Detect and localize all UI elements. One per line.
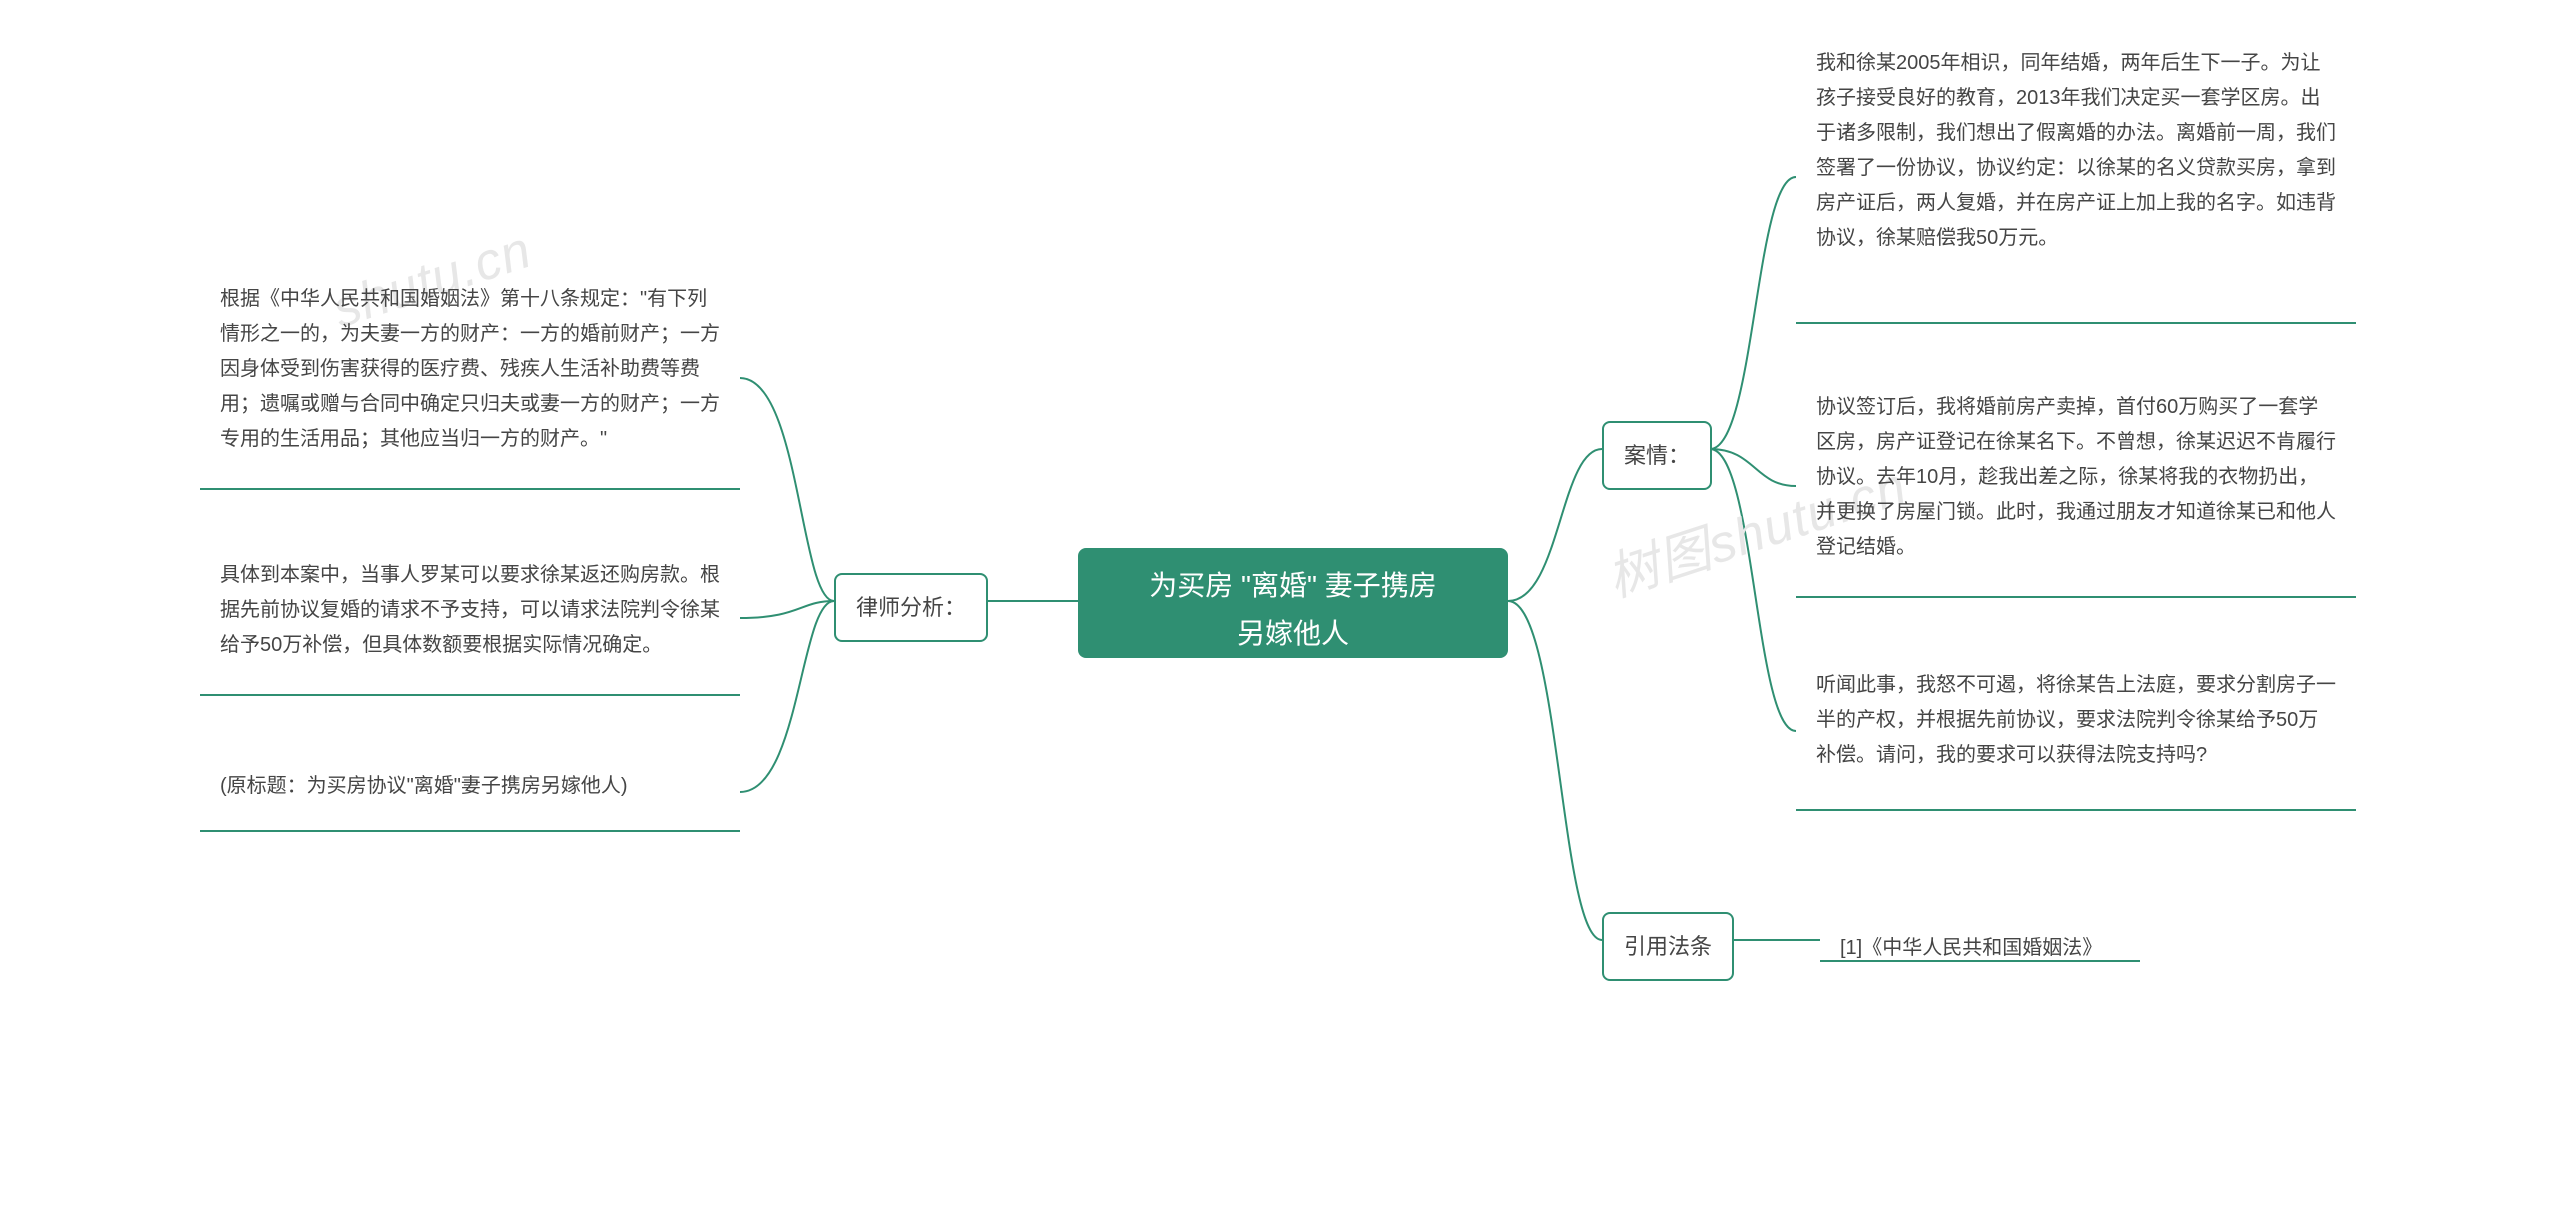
leaf-underline [1796,809,2356,811]
leaf-underline [200,488,740,490]
leaf-underline [1796,596,2356,598]
leaf-underline [200,830,740,832]
branch-lawyer-analysis[interactable]: 律师分析： [834,573,988,642]
leaf-node: 我和徐某2005年相识，同年结婚，两年后生下一子。为让孩子接受良好的教育，201… [1796,32,2356,270]
root-text-line1: 为买房 "离婚" 妻子携房 [1098,562,1488,610]
leaf-underline [1796,322,2356,324]
leaf-node: (原标题：为买房协议"离婚"妻子携房另嫁他人) [200,755,740,818]
leaf-underline [1820,960,2140,962]
root-node[interactable]: 为买房 "离婚" 妻子携房 另嫁他人 [1078,548,1508,658]
leaf-node: 听闻此事，我怒不可遏，将徐某告上法庭，要求分割房子一半的产权，并根据先前协议，要… [1796,654,2356,787]
branch-case[interactable]: 案情： [1602,421,1712,490]
branch-law-reference[interactable]: 引用法条 [1602,912,1734,981]
leaf-node: 协议签订后，我将婚前房产卖掉，首付60万购买了一套学区房，房产证登记在徐某名下。… [1796,376,2356,579]
root-text-line2: 另嫁他人 [1098,610,1488,658]
leaf-node: 根据《中华人民共和国婚姻法》第十八条规定："有下列情形之一的，为夫妻一方的财产：… [200,268,740,471]
leaf-node: 具体到本案中，当事人罗某可以要求徐某返还购房款。根据先前协议复婚的请求不予支持，… [200,544,740,677]
leaf-underline [200,694,740,696]
mindmap-canvas: shutu.cn 树图shutu.cn 为买房 "离婚" 妻子携房 另嫁他人 律… [0,0,2560,1221]
leaf-node: [1]《中华人民共和国婚姻法》 [1820,917,2180,980]
